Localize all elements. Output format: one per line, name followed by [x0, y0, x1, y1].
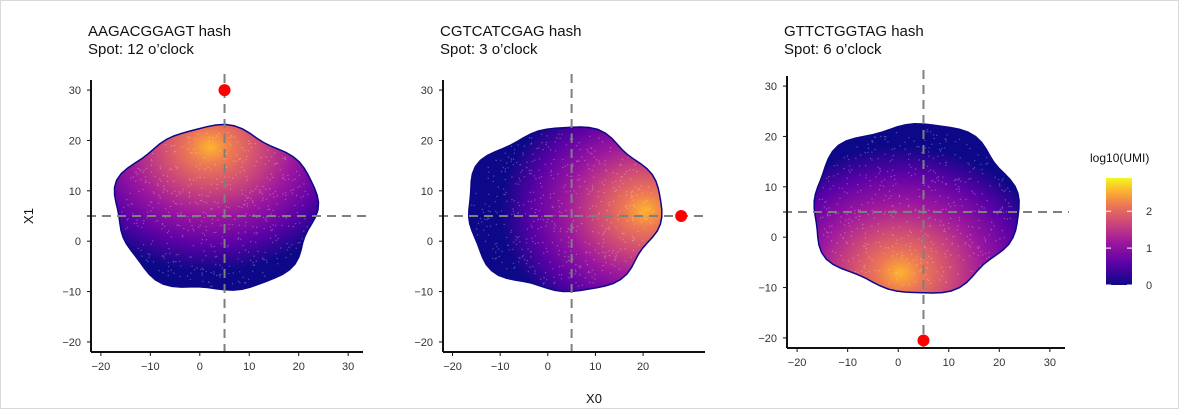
x-tick-label: 10	[589, 361, 601, 373]
y-tick-label: 0	[771, 232, 777, 244]
y-tick-label: 10	[765, 182, 777, 194]
x-tick-label: 0	[895, 357, 901, 369]
y-tick-label: −10	[758, 283, 777, 295]
colorbar-tick-label: 0	[1146, 280, 1152, 292]
y-tick-label: 0	[427, 236, 433, 248]
spot-marker	[218, 84, 231, 97]
y-tick-label: −20	[758, 333, 777, 345]
cell-texture	[471, 132, 655, 287]
y-tick-label: −10	[414, 287, 433, 299]
panel-title: GTTCTGGTAG hash	[784, 23, 924, 40]
x-tick-label: 10	[943, 357, 955, 369]
y-axis-label: X1	[21, 208, 36, 224]
y-tick-label: −20	[414, 337, 433, 349]
x-tick-label: −10	[838, 357, 857, 369]
y-tick-label: 20	[421, 135, 433, 147]
cell-texture	[121, 132, 309, 288]
panel-subtitle: Spot: 3 o’clock	[440, 41, 538, 58]
spot-marker	[675, 210, 688, 222]
y-tick-label: 30	[421, 85, 433, 97]
y-tick-label: 0	[75, 236, 81, 248]
x-tick-label: −20	[788, 357, 807, 369]
y-tick-label: 30	[765, 81, 777, 93]
x-axis-label: X0	[586, 391, 602, 406]
panel-title: AAGACGGAGT hash	[88, 23, 231, 40]
x-tick-label: 10	[243, 361, 255, 373]
cell-cloud	[813, 123, 1020, 294]
y-tick-label: −10	[62, 287, 81, 299]
cell-cloud	[467, 126, 663, 293]
x-tick-label: 0	[545, 361, 551, 373]
panel-subtitle: Spot: 6 o’clock	[784, 41, 882, 58]
cell-cloud	[113, 123, 320, 291]
cell-texture	[818, 129, 1012, 286]
x-tick-label: −10	[491, 361, 510, 373]
x-tick-label: 20	[993, 357, 1005, 369]
legend-title: log10(UMI)	[1090, 151, 1149, 165]
x-tick-label: 30	[342, 361, 354, 373]
panel-subtitle: Spot: 12 o’clock	[88, 41, 194, 58]
x-tick-label: 30	[1044, 357, 1056, 369]
x-tick-label: −20	[443, 361, 462, 373]
y-tick-label: 20	[765, 131, 777, 143]
x-tick-label: 20	[293, 361, 305, 373]
colorbar-tick-label: 1	[1146, 243, 1152, 255]
y-tick-label: 20	[69, 135, 81, 147]
x-tick-label: −20	[92, 361, 111, 373]
y-tick-label: 30	[69, 85, 81, 97]
x-tick-label: 0	[197, 361, 203, 373]
colorbar-tick-label: 2	[1146, 206, 1152, 218]
spot-marker	[917, 334, 930, 347]
colorbar	[1106, 178, 1132, 285]
colorbar-legend: log10(UMI) 0 1 2	[1090, 151, 1152, 292]
x-tick-label: −10	[141, 361, 160, 373]
panel-title: CGTCATCGAG hash	[440, 23, 581, 40]
x-tick-label: 20	[637, 361, 649, 373]
y-tick-label: 10	[421, 186, 433, 198]
y-tick-label: 10	[69, 186, 81, 198]
y-tick-label: −20	[62, 337, 81, 349]
